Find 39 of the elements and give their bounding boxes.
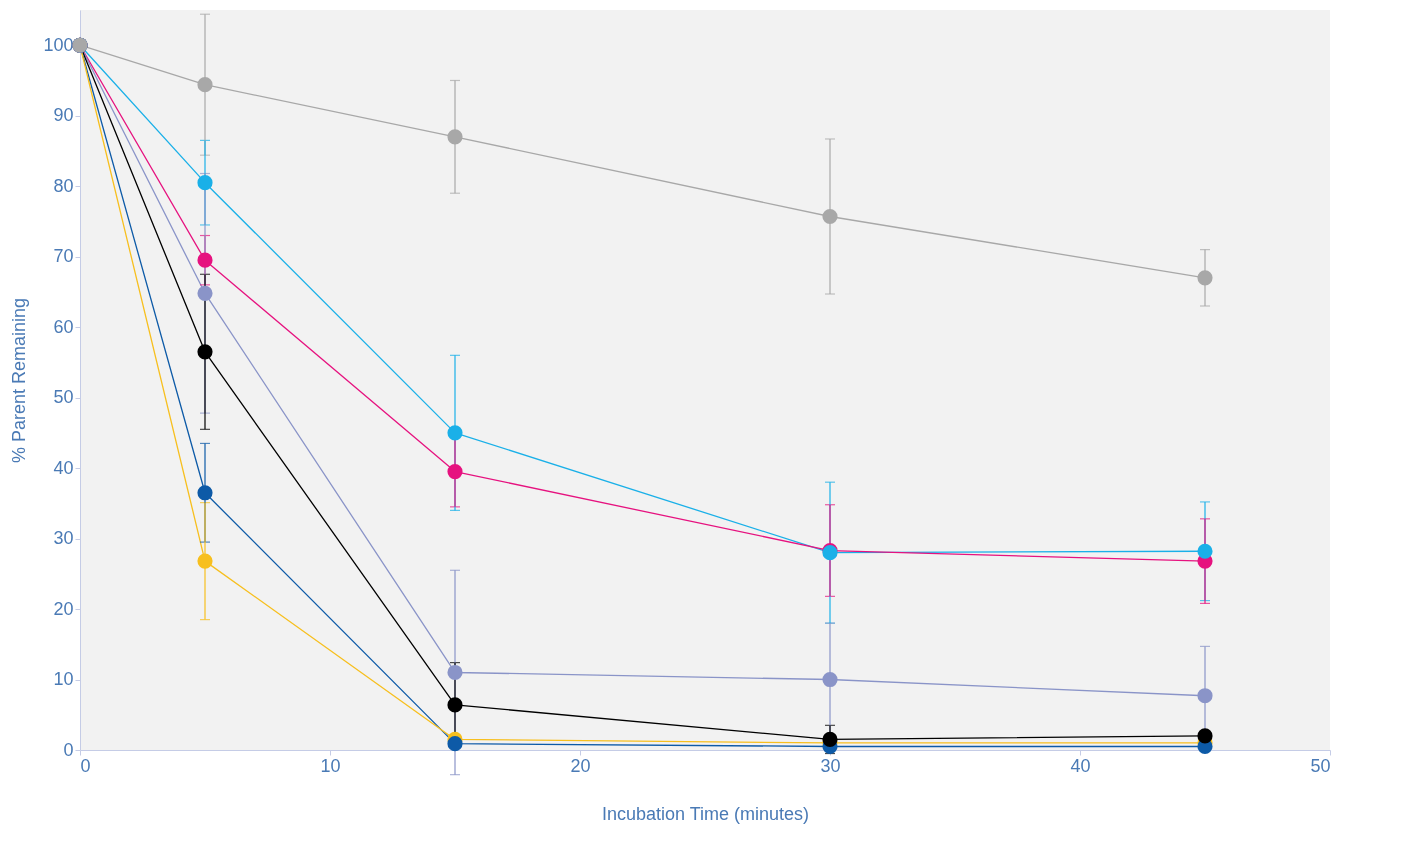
point [1197, 270, 1213, 286]
x-tick-label: 20 [570, 755, 591, 776]
x-tick-label: 10 [320, 755, 341, 776]
point [822, 208, 838, 225]
point [197, 175, 213, 191]
x-axis-title: Incubation Time (minutes) [601, 803, 810, 824]
x-tick-label: 0 [80, 755, 91, 776]
point [197, 485, 213, 501]
y-tick-label: 40 [53, 457, 74, 478]
point [447, 697, 463, 713]
point [447, 129, 463, 145]
point [822, 671, 838, 688]
y-tick-label: 70 [53, 246, 74, 267]
y-tick-label: 30 [53, 528, 74, 549]
y-tick-label: 80 [53, 175, 74, 196]
y-tick-label: 60 [53, 316, 74, 337]
y-tick-label: 90 [53, 105, 74, 126]
y-tick-label: 50 [53, 387, 74, 408]
y-tick-label: 100 [43, 34, 74, 55]
y-axis-title: % Parent Remaining [9, 297, 30, 464]
x-tick-label: 30 [820, 755, 841, 776]
point [197, 285, 213, 301]
point [447, 736, 463, 752]
point [447, 664, 463, 681]
x-tick-label: 50 [1310, 755, 1331, 776]
point [197, 344, 213, 360]
point [197, 553, 213, 569]
point [447, 425, 463, 441]
point [197, 77, 213, 93]
point [822, 731, 838, 747]
y-tick-label: 10 [53, 669, 74, 690]
point [197, 252, 213, 268]
y-tick-label: 20 [53, 598, 74, 619]
x-tick-label: 40 [1070, 755, 1091, 776]
y-tick-label: 0 [63, 739, 74, 760]
point [1197, 688, 1213, 704]
point [1197, 543, 1213, 559]
point [1197, 728, 1213, 744]
point [447, 464, 463, 480]
